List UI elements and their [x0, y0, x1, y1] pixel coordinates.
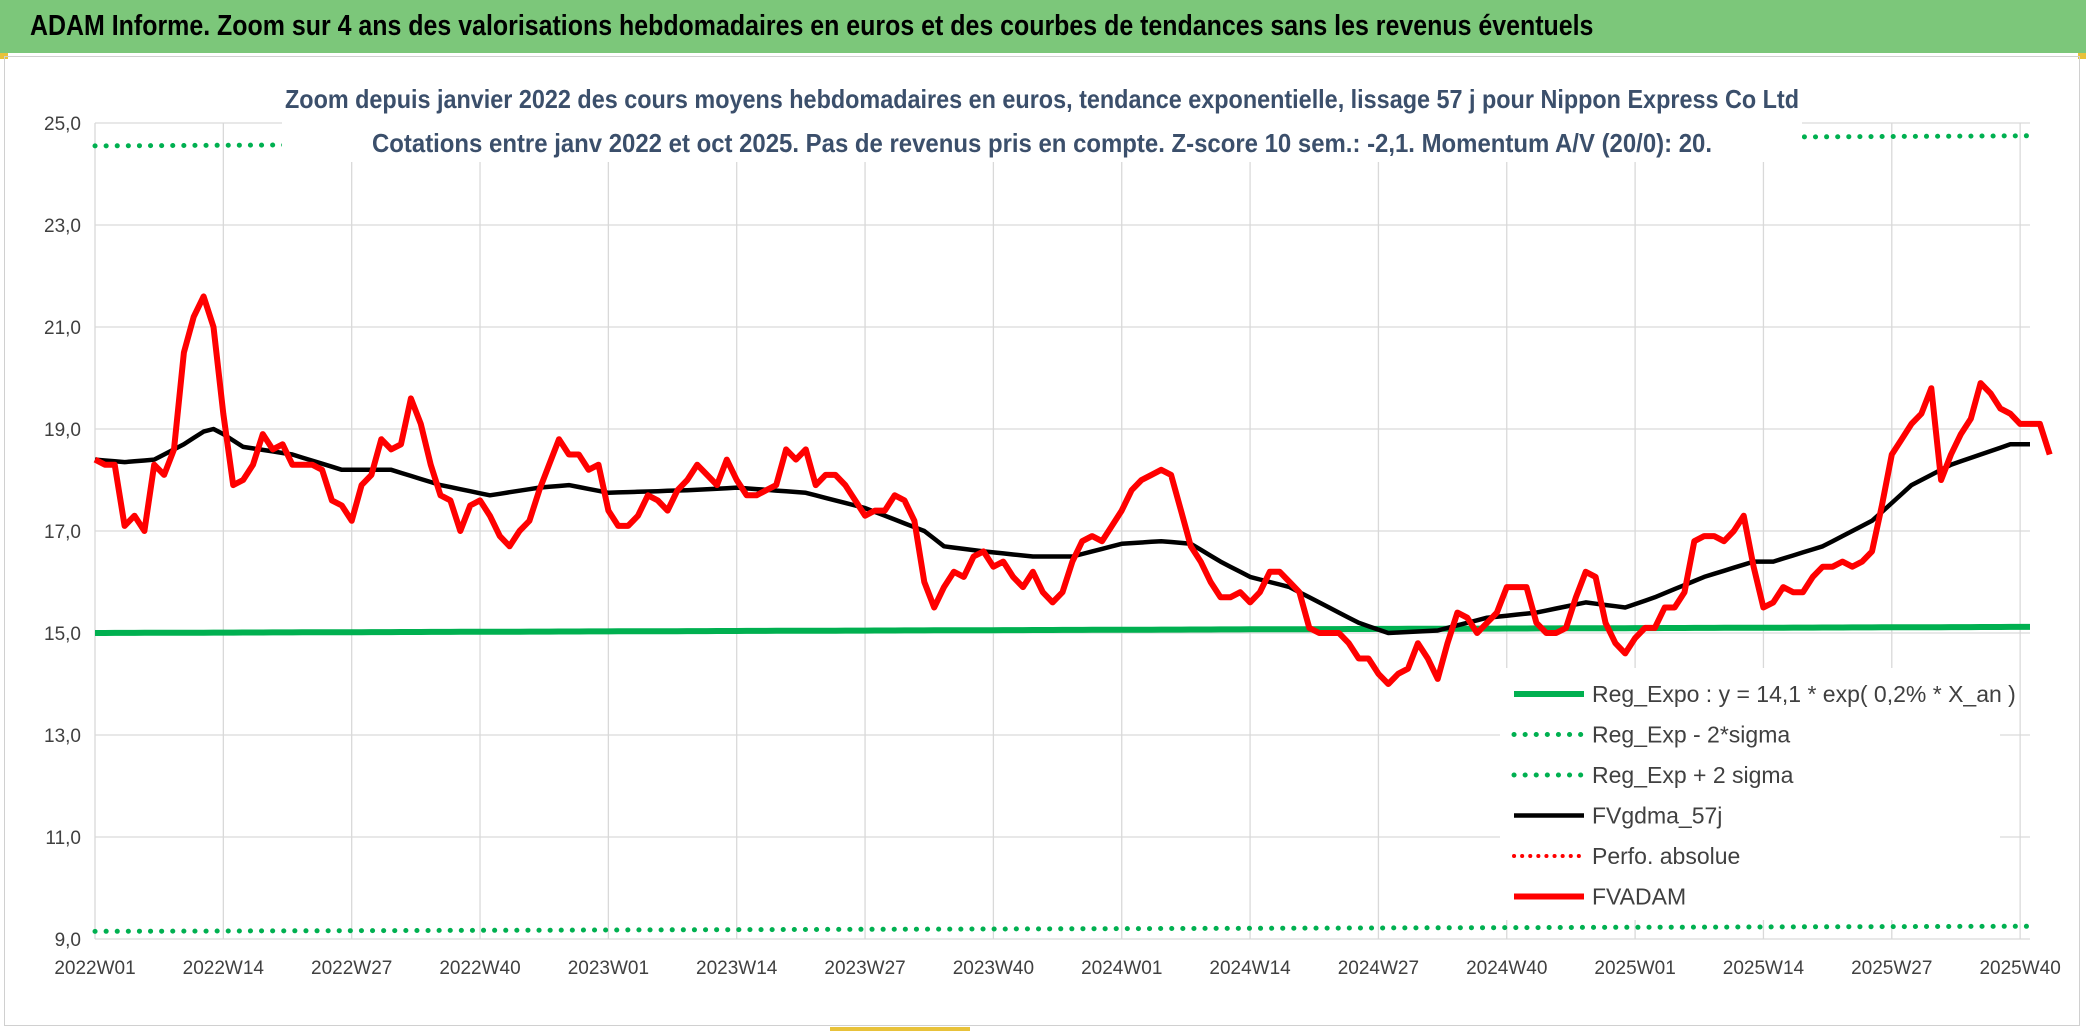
y-tick-label: 17,0	[44, 522, 81, 543]
y-tick-label: 13,0	[44, 726, 81, 747]
x-tick-label: 2025W14	[1723, 958, 1805, 979]
x-tick-label: 2024W01	[1081, 958, 1162, 979]
x-tick-label: 2022W01	[54, 958, 135, 979]
title-banner: ADAM Informe. Zoom sur 4 ans des valoris…	[0, 0, 2086, 53]
x-tick-label: 2024W14	[1209, 958, 1291, 979]
y-tick-label: 25,0	[44, 114, 81, 135]
title-backdrop	[282, 76, 1802, 162]
chart-frame	[4, 56, 2080, 1026]
series-fvgdma-57j	[94, 426, 2030, 636]
series-reg-minus-2sigma	[92, 923, 2033, 934]
series-fvadam	[93, 293, 2053, 687]
chart-subtitle: Cotations entre janv 2022 et oct 2025. P…	[372, 128, 1712, 158]
bottom-accent	[830, 1027, 970, 1031]
y-tick-label: 23,0	[44, 216, 81, 237]
banner-edge-right	[2078, 53, 2086, 59]
page-title: ADAM Informe. Zoom sur 4 ans des valoris…	[30, 10, 1594, 42]
x-tick-label: 2024W27	[1338, 958, 1419, 979]
x-tick-label: 2023W40	[953, 958, 1034, 979]
x-tick-label: 2025W01	[1594, 958, 1675, 979]
legend-label-perfo-absolue: Perfo. absolue	[1592, 843, 1740, 869]
x-tick-label: 2023W14	[696, 958, 778, 979]
y-tick-label: 9,0	[55, 930, 81, 951]
x-tick-label: 2022W27	[311, 958, 392, 979]
legend-backdrop	[1500, 668, 2000, 920]
x-axis-ticks: 2022W01 2022W14 2022W27 2022W40 2023W01 2023W…	[54, 958, 2060, 979]
legend-label-fvadam: FVADAM	[1592, 884, 1686, 910]
x-tick-label: 2024W40	[1466, 958, 1547, 979]
x-tick-label: 2025W40	[1979, 958, 2060, 979]
x-tick-label: 2022W40	[439, 958, 520, 979]
y-tick-label: 15,0	[44, 624, 81, 645]
legend-label-reg-expo: Reg_Expo : y = 14,1 * exp( 0,2% * X_an )	[1592, 681, 2016, 707]
y-tick-label: 11,0	[45, 828, 81, 849]
x-tick-label: 2023W01	[568, 958, 649, 979]
legend-label-reg-plus-2sigma: Reg_Exp + 2 sigma	[1592, 762, 1794, 788]
y-tick-label: 19,0	[44, 420, 81, 441]
x-tick-label: 2022W14	[183, 958, 265, 979]
legend: Reg_Expo : y = 14,1 * exp( 0,2% * X_an )…	[1500, 668, 2016, 920]
legend-label-fvgdma-57j: FVgdma_57j	[1592, 803, 1722, 829]
x-tick-label: 2023W27	[824, 958, 905, 979]
y-tick-label: 21,0	[44, 318, 81, 339]
legend-label-reg-minus-2sigma: Reg_Exp - 2*sigma	[1592, 722, 1790, 748]
chart-title: Zoom depuis janvier 2022 des cours moyen…	[285, 84, 1799, 114]
x-tick-label: 2025W27	[1851, 958, 1932, 979]
y-axis-ticks: 9,0 11,0 13,0 15,0 17,0 19,0 21,0 23,0 25,0	[44, 114, 81, 951]
series-reg-expo	[95, 623, 2030, 636]
